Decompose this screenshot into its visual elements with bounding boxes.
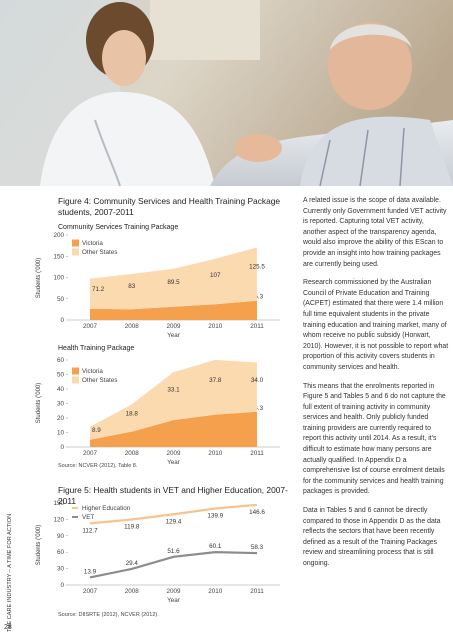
y-tick-label: 40	[57, 386, 65, 393]
y-tick-label: 120	[53, 516, 64, 523]
x-tick-label: 2009	[166, 323, 181, 330]
data-label: 139.9	[207, 513, 223, 520]
y-tick-label: 50	[57, 296, 65, 303]
figure-source: Source: NCVER (2012), Table 8.	[58, 463, 138, 469]
y-tick-label: 150	[53, 253, 64, 260]
data-label: 60.1	[209, 543, 222, 550]
x-tick-label: 2007	[83, 588, 98, 595]
legend-label: Other States	[82, 377, 117, 384]
data-label: 83	[128, 283, 136, 290]
x-tick-label: 2009	[166, 450, 181, 457]
x-tick-label: 2009	[166, 588, 181, 595]
y-tick-label: 30	[57, 401, 65, 408]
data-label: 129.4	[166, 518, 182, 525]
legend-swatch	[72, 239, 79, 247]
x-axis-label: Year	[167, 597, 180, 604]
y-tick-label: 0	[60, 582, 64, 589]
area	[90, 300, 257, 320]
paragraph: This means that the enrolments reported …	[303, 382, 446, 496]
chart-title: Health Training Package	[58, 345, 134, 352]
legend-label: VET	[82, 514, 94, 521]
y-tick-label: 60	[57, 357, 65, 364]
x-tick-label: 2008	[125, 323, 140, 330]
chart-title: Community Services Training Package	[58, 224, 178, 231]
data-label: 37.8	[209, 377, 222, 384]
paragraph: A related issue is the scope of data ava…	[303, 197, 447, 268]
data-label: 125.5	[249, 264, 265, 271]
y-tick-label: 60	[57, 549, 65, 556]
data-label: 24.3	[251, 405, 264, 412]
area	[90, 359, 257, 440]
data-label: 119.8	[124, 524, 140, 531]
line	[89, 551, 258, 579]
data-label: 13.9	[84, 568, 97, 575]
data-label: 146.6	[249, 509, 265, 516]
area	[90, 247, 257, 310]
legend-label: Victoria	[82, 368, 103, 375]
data-label: 34.0	[251, 377, 264, 384]
paragraph: Research commissioned by the Australian …	[303, 279, 449, 371]
x-tick-label: 2010	[208, 450, 223, 457]
y-tick-label: 50	[57, 372, 65, 379]
legend-swatch	[72, 367, 79, 375]
y-tick-label: 90	[57, 533, 65, 540]
y-tick-label: 20	[57, 415, 65, 422]
x-tick-label: 2011	[250, 450, 264, 457]
data-label: 71.2	[92, 286, 105, 293]
data-label: 58.3	[251, 544, 264, 551]
data-label: 112.7	[82, 527, 98, 534]
y-tick-label: 150	[53, 500, 64, 507]
y-tick-label: 200	[53, 232, 64, 239]
figure-title: Figure 5: Health students in VET and Hig…	[58, 485, 288, 506]
data-label: 51.6	[167, 548, 180, 555]
figure-source: Source: DIISRTE (2012), NCVER (2012).	[58, 612, 159, 618]
data-label: 107	[210, 272, 221, 279]
legend-swatch	[72, 248, 79, 256]
data-label: 8.9	[92, 427, 101, 434]
figure-title: Figure 4: Community Services and Health …	[58, 196, 281, 217]
x-axis-label: Year	[167, 332, 180, 339]
y-tick-label: 100	[53, 275, 64, 282]
x-tick-label: 2010	[208, 323, 223, 330]
side-label: THE CARE INDUSTRY – A TIME FOR ACTION	[7, 514, 13, 632]
x-tick-label: 2008	[125, 588, 140, 595]
y-axis-label: Students ('000)	[36, 258, 42, 299]
data-label: 45.3	[251, 294, 264, 301]
area	[90, 411, 257, 447]
y-tick-label: 10	[57, 430, 65, 437]
side-label-area: THE CARE INDUSTRY – A TIME FOR ACTION	[7, 514, 13, 632]
y-axis-label: Students ('000)	[36, 525, 42, 566]
legend-swatch	[72, 376, 79, 384]
y-tick-label: 0	[60, 444, 64, 451]
data-label: 89.5	[167, 279, 180, 286]
x-tick-label: 2011	[250, 588, 264, 595]
body-text: A related issue is the scope of data ava…	[303, 196, 449, 578]
x-tick-label: 2011	[250, 323, 264, 330]
legend-label: Higher Education	[82, 505, 131, 512]
data-label: 18.8	[126, 410, 139, 417]
legend-label: Victoria	[82, 240, 103, 247]
paragraph: Data in Tables 5 and 6 cannot be directl…	[303, 507, 441, 567]
legend-label: Other States	[82, 249, 117, 256]
x-axis-label: Year	[167, 459, 180, 466]
data-label: 29.4	[126, 560, 139, 567]
y-axis-label: Students ('000)	[36, 383, 42, 424]
x-tick-label: 2007	[83, 450, 98, 457]
x-tick-label: 2008	[125, 450, 140, 457]
x-tick-label: 2010	[208, 588, 223, 595]
page-number: 28	[4, 624, 12, 631]
photo	[0, 0, 453, 187]
x-tick-label: 2007	[83, 323, 98, 330]
line	[89, 503, 258, 525]
y-tick-label: 0	[60, 317, 64, 324]
data-label: 33.1	[167, 386, 180, 393]
y-tick-label: 30	[57, 566, 65, 573]
